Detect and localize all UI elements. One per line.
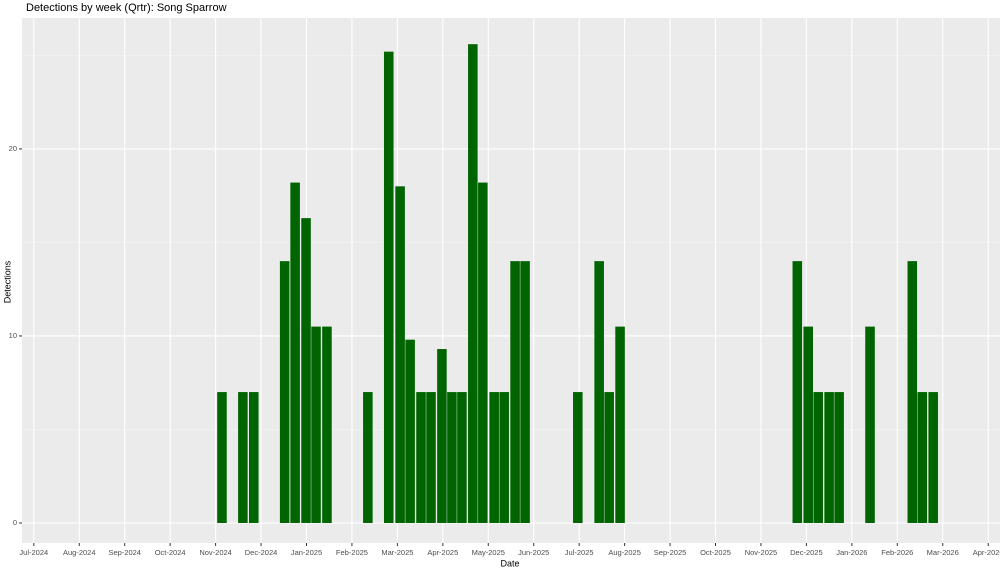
x-tick-label: Aug-2025 xyxy=(608,548,641,557)
bar xyxy=(290,182,300,523)
x-tick-label: Apr-2026 xyxy=(973,548,1000,557)
x-tick-label: Apr-2025 xyxy=(427,548,458,557)
x-tick-label: Jun-2025 xyxy=(518,548,549,557)
bar xyxy=(405,339,415,523)
x-tick-label: Mar-2026 xyxy=(927,548,959,557)
x-tick-label: May-2025 xyxy=(472,548,505,557)
bar xyxy=(249,392,259,523)
y-tick-label: 10 xyxy=(9,331,17,340)
x-tick-label: Nov-2025 xyxy=(745,548,778,557)
x-tick-label: Oct-2025 xyxy=(700,548,731,557)
x-tick-label: Feb-2025 xyxy=(336,548,368,557)
bar xyxy=(437,349,447,523)
bar xyxy=(322,326,332,523)
x-tick-label: Dec-2024 xyxy=(245,548,278,557)
bar xyxy=(917,392,928,523)
x-tick-label: Jan-2026 xyxy=(836,548,867,557)
x-tick-label: Sep-2024 xyxy=(108,548,141,557)
y-axis-title: Detections xyxy=(2,260,12,303)
y-tick-label: 20 xyxy=(9,144,17,153)
bar xyxy=(363,392,373,523)
bar xyxy=(301,218,311,523)
bar xyxy=(792,261,803,523)
bar xyxy=(928,392,938,523)
bar xyxy=(615,326,625,523)
bar xyxy=(907,261,918,523)
x-tick-label: Jan-2025 xyxy=(291,548,322,557)
bar xyxy=(238,392,248,523)
bar xyxy=(489,392,499,523)
x-tick-label: Dec-2025 xyxy=(790,548,823,557)
bar xyxy=(457,392,467,523)
bar xyxy=(520,261,530,523)
bar xyxy=(865,326,875,523)
bar xyxy=(604,392,614,523)
bar xyxy=(573,392,583,523)
bar xyxy=(594,261,604,523)
x-tick-label: Aug-2024 xyxy=(63,548,96,557)
bar xyxy=(426,392,436,523)
bar xyxy=(803,326,813,523)
bar xyxy=(468,44,478,523)
bar xyxy=(383,51,394,523)
bar xyxy=(499,392,509,523)
x-tick-label: Jul-2024 xyxy=(19,548,48,557)
y-tick-label: 0 xyxy=(13,518,17,527)
bar xyxy=(834,392,844,523)
bar xyxy=(416,392,426,523)
x-tick-label: Jul-2025 xyxy=(565,548,594,557)
bar xyxy=(395,186,405,523)
x-tick-label: Feb-2026 xyxy=(881,548,913,557)
bar xyxy=(478,182,488,523)
bar xyxy=(279,261,290,523)
chart-title: Detections by week (Qrtr): Song Sparrow xyxy=(26,2,227,14)
bar xyxy=(447,392,457,523)
x-axis-title: Date xyxy=(500,558,519,568)
bar xyxy=(217,392,227,523)
x-tick-label: Nov-2024 xyxy=(199,548,232,557)
x-tick-label: Oct-2024 xyxy=(155,548,186,557)
x-tick-label: Mar-2025 xyxy=(381,548,413,557)
bar xyxy=(824,392,834,523)
bar xyxy=(813,392,823,523)
bar xyxy=(510,261,520,523)
bar xyxy=(311,326,321,523)
x-tick-label: Sep-2025 xyxy=(654,548,687,557)
